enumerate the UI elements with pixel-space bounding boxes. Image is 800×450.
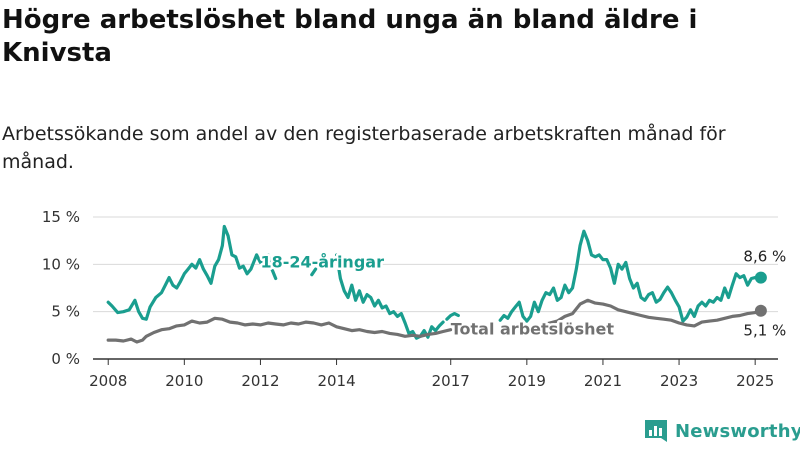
series-annotation-halo: Total arbetslöshet (451, 320, 615, 339)
end-value-label-youth: 8,6 % (743, 248, 786, 266)
end-value-label-total: 5,1 % (743, 322, 786, 340)
y-tick-label: 5 % (51, 303, 80, 321)
x-tick-label: 2010 (165, 372, 203, 390)
x-axis: 2008 2010 2012 2014 2017 2019 2021 2023 2025 (89, 358, 778, 390)
y-tick-label: 10 % (42, 255, 80, 273)
gridlines (93, 216, 778, 313)
series-end-dot (754, 271, 767, 284)
series-annotation-youth: 18-24-åringar (260, 252, 384, 271)
x-tick-label: 2012 (241, 372, 279, 390)
y-axis-tick-labels: 0 % 5 % 10 % 15 % (42, 208, 80, 368)
series-annotation-halo: 18-24-åringar (260, 252, 384, 271)
series-line-youth (498, 229, 763, 323)
x-tick-label: 2025 (736, 372, 774, 390)
series-line-total (106, 316, 453, 344)
x-tick-label: 2019 (508, 372, 546, 390)
newsworthy-logo: Newsworthy (643, 418, 800, 444)
x-tick-label: 2021 (584, 372, 622, 390)
line-chart: 0 %5 %10 %15 % 2008 2010 2012 2014 2017 2019 2… (42, 208, 786, 390)
logo-text: Newsworthy (675, 420, 800, 442)
series-line-total (525, 298, 763, 333)
y-tick-label: 15 % (42, 208, 80, 226)
page-title: Högre arbetslöshet bland unga än bland ä… (2, 5, 698, 68)
x-tick-label: 2017 (432, 372, 470, 390)
page-subtitle: Arbetssökande som andel av den registerb… (2, 123, 726, 173)
series-line-youth (310, 267, 318, 277)
x-tick-label: 2014 (317, 372, 355, 390)
series-annotation-total: Total arbetslöshet (451, 320, 615, 339)
series-labels: 8,6 %5,1 %18-24-åringar18-24-åringarTota… (258, 248, 786, 342)
series-line-youth (335, 253, 445, 340)
series-lines (106, 224, 767, 344)
series-end-dot (754, 304, 767, 317)
y-tick-label: 0 % (51, 350, 80, 368)
series-line-youth (445, 312, 460, 321)
x-tick-label: 2008 (89, 372, 127, 390)
x-tick-label: 2023 (660, 372, 698, 390)
series-line-youth (106, 224, 278, 321)
bar-chart-logo-icon (645, 420, 667, 442)
